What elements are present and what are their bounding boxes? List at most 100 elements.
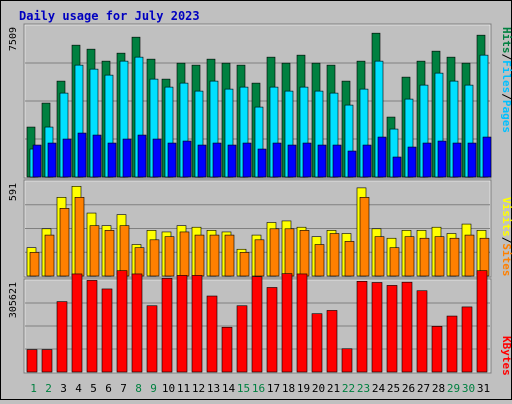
legend-item-visits: Visits bbox=[500, 197, 512, 237]
bar-kbytes-day-18 bbox=[281, 273, 293, 373]
x-tick-label-day-12: 12 bbox=[192, 382, 205, 395]
bar-kbytes-day-30 bbox=[461, 306, 473, 373]
bar-pages-day-15 bbox=[242, 142, 252, 178]
bar-pages-day-14 bbox=[227, 144, 237, 178]
bar-kbytes-day-21 bbox=[326, 310, 338, 373]
x-tick-label-day-2: 2 bbox=[45, 382, 52, 395]
legend-item-sites: Sites bbox=[500, 243, 512, 276]
bar-kbytes-day-23 bbox=[356, 280, 368, 373]
bar-pages-day-10 bbox=[167, 142, 177, 178]
bar-sites-day-18 bbox=[284, 228, 295, 277]
x-tick-label-day-13: 13 bbox=[207, 382, 220, 395]
bar-sites-day-15 bbox=[239, 252, 250, 277]
bar-kbytes-day-8 bbox=[131, 273, 143, 373]
bar-pages-day-7 bbox=[122, 138, 132, 178]
bar-kbytes-day-12 bbox=[191, 275, 203, 373]
bar-pages-day-8 bbox=[137, 134, 147, 178]
x-tick-label-day-9: 9 bbox=[150, 382, 157, 395]
bar-sites-day-14 bbox=[224, 234, 235, 277]
bar-kbytes-day-6 bbox=[101, 288, 113, 373]
bar-sites-day-11 bbox=[179, 231, 190, 277]
bar-sites-day-7 bbox=[119, 225, 130, 277]
x-tick-label-day-17: 17 bbox=[267, 382, 280, 395]
bar-sites-day-24 bbox=[374, 236, 385, 277]
bar-kbytes-day-13 bbox=[206, 295, 218, 373]
bar-kbytes-day-19 bbox=[296, 273, 308, 373]
bar-sites-day-13 bbox=[209, 234, 220, 277]
x-tick-label-day-11: 11 bbox=[177, 382, 190, 395]
bar-pages-day-25 bbox=[392, 156, 402, 178]
bar-kbytes-day-7 bbox=[116, 270, 128, 373]
legend-visits_sites: Visits/Sites bbox=[500, 197, 512, 277]
bar-sites-day-3 bbox=[59, 208, 70, 277]
x-tick-label-day-5: 5 bbox=[90, 382, 97, 395]
bar-pages-day-28 bbox=[437, 140, 447, 178]
x-tick-label-day-31: 31 bbox=[477, 382, 490, 395]
bar-pages-day-12 bbox=[197, 144, 207, 178]
legend-item-hits: Hits bbox=[500, 27, 512, 54]
bar-kbytes-day-27 bbox=[416, 290, 428, 373]
x-tick-label-day-1: 1 bbox=[30, 382, 37, 395]
bar-sites-day-30 bbox=[464, 234, 475, 277]
legend-kbytes: KBytes bbox=[500, 336, 512, 376]
bar-kbytes-day-2 bbox=[41, 349, 53, 373]
bar-sites-day-27 bbox=[419, 237, 430, 277]
legend-separator: / bbox=[500, 93, 512, 100]
x-tick-label-day-22: 22 bbox=[342, 382, 355, 395]
bar-pages-day-11 bbox=[182, 140, 192, 178]
axis-max-label-visits_sites: 591 bbox=[8, 183, 19, 201]
bar-pages-day-18 bbox=[287, 144, 297, 178]
bar-sites-day-12 bbox=[194, 234, 205, 277]
x-tick-label-day-10: 10 bbox=[162, 382, 175, 395]
bar-kbytes-day-3 bbox=[56, 301, 68, 373]
bar-kbytes-day-9 bbox=[146, 305, 158, 373]
chart-title: Daily usage for July 2023 bbox=[19, 9, 200, 23]
x-tick-label-day-28: 28 bbox=[432, 382, 445, 395]
bar-kbytes-day-5 bbox=[86, 280, 98, 373]
legend-separator: / bbox=[500, 54, 512, 61]
bar-sites-day-20 bbox=[314, 244, 325, 277]
bar-kbytes-day-11 bbox=[176, 275, 188, 373]
bar-kbytes-day-10 bbox=[161, 278, 173, 373]
x-tick-label-day-25: 25 bbox=[387, 382, 400, 395]
x-tick-label-day-3: 3 bbox=[60, 382, 67, 395]
bar-kbytes-day-31 bbox=[476, 270, 488, 373]
x-tick-label-day-14: 14 bbox=[222, 382, 236, 395]
bar-sites-day-28 bbox=[434, 236, 445, 277]
bar-pages-day-3 bbox=[62, 138, 72, 178]
bar-pages-day-19 bbox=[302, 142, 312, 178]
bar-pages-day-1 bbox=[32, 144, 42, 178]
bar-sites-day-29 bbox=[449, 237, 460, 277]
bar-kbytes-day-25 bbox=[386, 285, 398, 373]
x-tick-label-day-27: 27 bbox=[417, 382, 430, 395]
bar-pages-day-29 bbox=[452, 142, 462, 178]
x-tick-label-day-16: 16 bbox=[252, 382, 265, 395]
bar-pages-day-13 bbox=[212, 142, 222, 178]
legend-separator: / bbox=[500, 237, 512, 244]
bar-kbytes-day-16 bbox=[251, 276, 263, 373]
bar-sites-day-22 bbox=[344, 241, 355, 277]
x-tick-label-day-23: 23 bbox=[357, 382, 370, 395]
bar-kbytes-day-4 bbox=[71, 273, 83, 373]
bar-sites-day-26 bbox=[404, 236, 415, 277]
bar-sites-day-5 bbox=[89, 225, 100, 277]
x-tick-label-day-20: 20 bbox=[312, 382, 325, 395]
bar-sites-day-19 bbox=[299, 230, 310, 277]
bar-sites-day-8 bbox=[134, 247, 145, 277]
bar-kbytes-day-1 bbox=[26, 349, 38, 373]
bar-pages-day-20 bbox=[317, 144, 327, 178]
bar-sites-day-23 bbox=[359, 197, 370, 277]
bar-kbytes-day-26 bbox=[401, 281, 413, 373]
bar-pages-day-17 bbox=[272, 142, 282, 178]
bar-sites-day-9 bbox=[149, 239, 160, 277]
x-tick-label-day-8: 8 bbox=[135, 382, 142, 395]
bar-pages-day-23 bbox=[362, 144, 372, 178]
bar-sites-day-16 bbox=[254, 239, 265, 277]
bar-pages-day-22 bbox=[347, 150, 357, 178]
bar-pages-day-24 bbox=[377, 136, 387, 178]
bar-pages-day-5 bbox=[92, 134, 102, 178]
legend-item-kbytes: KBytes bbox=[500, 336, 512, 376]
bar-sites-day-10 bbox=[164, 236, 175, 277]
legend-item-pages: Pages bbox=[500, 100, 512, 133]
